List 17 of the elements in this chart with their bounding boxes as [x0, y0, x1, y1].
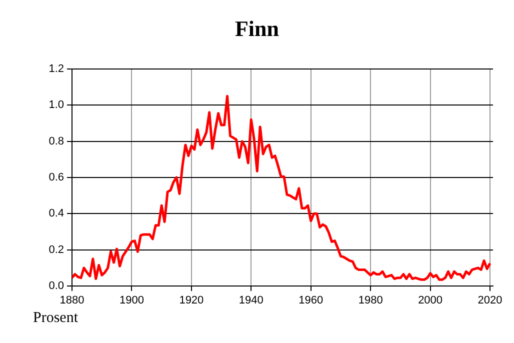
y-tick-label: 0.4	[48, 208, 64, 220]
y-axis-title: Prosent	[33, 310, 78, 327]
y-tick-label: 0.2	[48, 244, 64, 256]
x-tick-label: 2000	[418, 294, 443, 307]
x-tick-label: 2020	[478, 294, 502, 307]
y-tick-label: 0.6	[48, 172, 64, 184]
x-tick-label: 1940	[238, 294, 264, 307]
chart-title: Finn	[234, 16, 280, 42]
x-tick-label: 1980	[358, 294, 383, 307]
x-tick-label: 1920	[179, 294, 204, 307]
x-tick-label: 1880	[60, 294, 84, 307]
y-tick-label: 1.0	[48, 99, 64, 112]
y-tick-label: 0.0	[48, 280, 64, 292]
x-tick-label: 1900	[119, 294, 144, 307]
y-tick-label: 1.2	[48, 63, 64, 76]
y-tick-label: 0.8	[48, 135, 64, 148]
x-tick-label: 1960	[298, 294, 324, 307]
